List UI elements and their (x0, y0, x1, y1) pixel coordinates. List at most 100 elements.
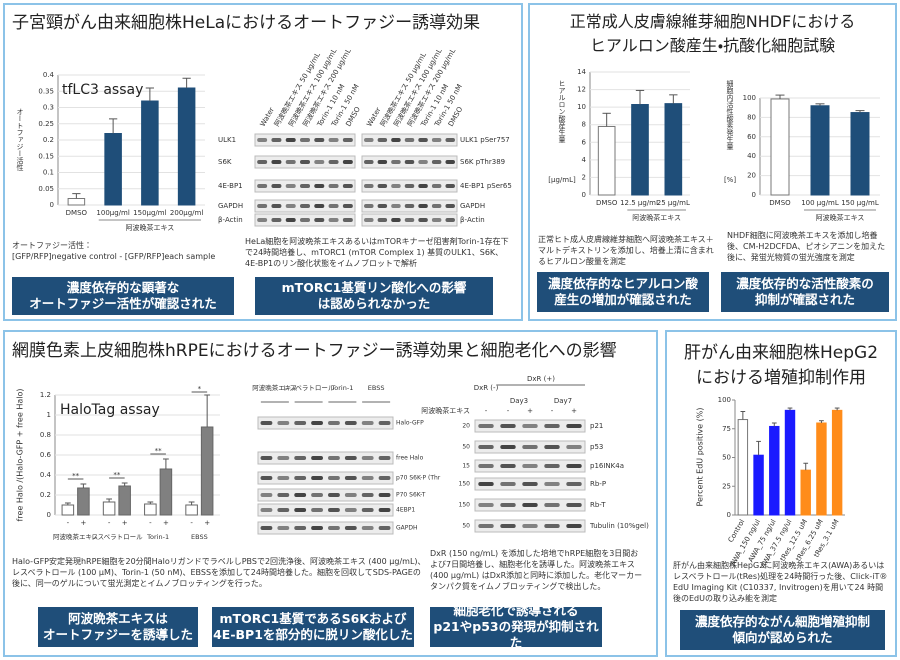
y-tick-label: 0 (752, 191, 756, 199)
bar (850, 112, 870, 196)
conclusion-line: 抑制が確認された (754, 292, 855, 307)
series-label: + (80, 519, 86, 527)
group-label: 阿波晩茶エキス (125, 223, 174, 232)
blot-band (500, 464, 516, 468)
bar (664, 103, 683, 196)
blot-band (478, 445, 494, 449)
blot-band (378, 493, 391, 497)
blot-band (445, 218, 455, 222)
x-tick-label: 100 μg/mL (801, 199, 839, 207)
blot-band (277, 476, 290, 480)
conclusion: 濃度依存的なヒアルロン酸 産生の増加が確認された (537, 272, 709, 312)
blot-band (391, 160, 401, 164)
blot-band (285, 138, 296, 142)
y-tick-label: 0.15 (38, 152, 54, 160)
blot-band (342, 138, 353, 142)
row-label: free Halo (396, 455, 424, 462)
y-tick-label: 0 (50, 201, 54, 209)
significance-label: ** (155, 447, 163, 455)
y-tick-label: 1 (47, 411, 51, 419)
x-tick-label: DMSO (66, 209, 88, 217)
blot-band (404, 204, 415, 208)
blot-band (300, 138, 310, 142)
panel-title: 網膜色素上皮細胞株hRPEにおけるオートファジー誘導効果と細胞老化への影響 (12, 341, 617, 361)
blot-band (328, 493, 340, 497)
blot-band (361, 493, 374, 497)
caption: 肝がん由来細胞株HepG2に阿波晩茶エキス(AWA)あるいはレスベラトロール(t… (673, 561, 888, 603)
conclusion-line: 濃度依存的な顕著な (66, 280, 180, 295)
panel (3, 330, 658, 657)
conclusion-line: オートファジーを誘導した (42, 627, 193, 642)
blot-band (328, 218, 339, 222)
blot-band (431, 160, 442, 164)
caption: DxR (150 ng/mL) を添加した培地でhRPE細胞を3日間および7日間… (430, 549, 643, 591)
conclusion-line: mTORC1基質リン酸化への影響 (281, 280, 467, 295)
x-tick-label: レスベラトロール (91, 533, 143, 541)
y-tick-label: 2 (582, 173, 586, 181)
blot-band (342, 204, 353, 208)
blot-band (391, 204, 401, 208)
caption: NHDF細胞に阿波晩茶エキスを添加し培養後、CM-H2DCFDA、ピオシアニンを… (727, 231, 886, 262)
row-label: 4EBP1 (396, 507, 415, 514)
blot-band (361, 456, 374, 460)
y-axis-unit: [μg/mL] (548, 176, 576, 184)
y-tick-label: 100 (718, 396, 731, 404)
blot-band (342, 218, 353, 222)
blot-band (285, 204, 296, 208)
row-label: GAPDH (396, 525, 418, 532)
blot-band (418, 218, 428, 222)
blot-band (364, 160, 374, 164)
x-tick-label: 阿波晩茶エキス (53, 532, 98, 541)
bar (67, 198, 86, 206)
sign-label: - (485, 407, 488, 415)
title-line: 肝がん由来細胞株HepG2 (683, 343, 879, 363)
blot-band (300, 218, 310, 222)
blot-band (277, 493, 290, 497)
panel (665, 330, 897, 657)
y-tick-label: 4 (582, 156, 587, 164)
blot-header: Day7 (554, 397, 572, 405)
blot-band (378, 476, 391, 480)
group-label: 阿波晩茶エキス (632, 213, 681, 222)
conclusion-line: p21やp53の発現が抑制された (433, 619, 599, 650)
blot-band (314, 138, 325, 142)
conclusion: 濃度依存的な顕著な オートファジー活性が確認された (12, 277, 234, 315)
blot-band (271, 138, 282, 142)
blot-band (300, 204, 310, 208)
blot-band (271, 160, 282, 164)
blot-band (478, 524, 494, 528)
blot-band (391, 138, 401, 142)
blot-band (377, 138, 388, 142)
bar (769, 425, 780, 516)
note-line: [GFP/RFP]negative control - [GFP/RFP]eac… (12, 252, 216, 261)
y-tick-label: 80 (747, 113, 756, 121)
blot-header: DxR (-) (474, 384, 499, 392)
blot-band (377, 204, 388, 208)
blot-band (431, 184, 442, 188)
series-label: - (149, 519, 152, 527)
row-label: p53 (590, 443, 603, 451)
blot-band (418, 184, 428, 188)
title-line: ヒアルロン酸産生・抗酸化細胞試験 (589, 36, 836, 55)
row-label: 4E-BP1 pSer65 (460, 182, 512, 190)
conclusion-line: 4E-BP1を部分的に脱リン酸化した (213, 627, 413, 642)
bar (141, 100, 159, 206)
treatment-label: 阿波晩茶エキス (421, 406, 470, 415)
blot-band (377, 218, 388, 222)
row-label: ULK1 pSer757 (460, 136, 510, 144)
y-tick-label: 8 (582, 121, 586, 129)
bar (770, 98, 790, 196)
y-axis-label: Percent EdU positive (%) (696, 408, 705, 507)
series-label: + (163, 519, 169, 527)
blot-strip (257, 521, 394, 535)
conclusion-line: mTORC1基質であるS6Kおよび (219, 611, 407, 626)
row-label: S6K pThr389 (460, 158, 505, 166)
y-tick-label: 0.2 (43, 136, 54, 144)
blot-header: DxR (+) (527, 375, 555, 383)
blot-band (328, 508, 340, 512)
blot-band (431, 204, 442, 208)
blot-band (544, 424, 560, 428)
blot-band (522, 424, 538, 428)
blot-band (277, 508, 290, 512)
